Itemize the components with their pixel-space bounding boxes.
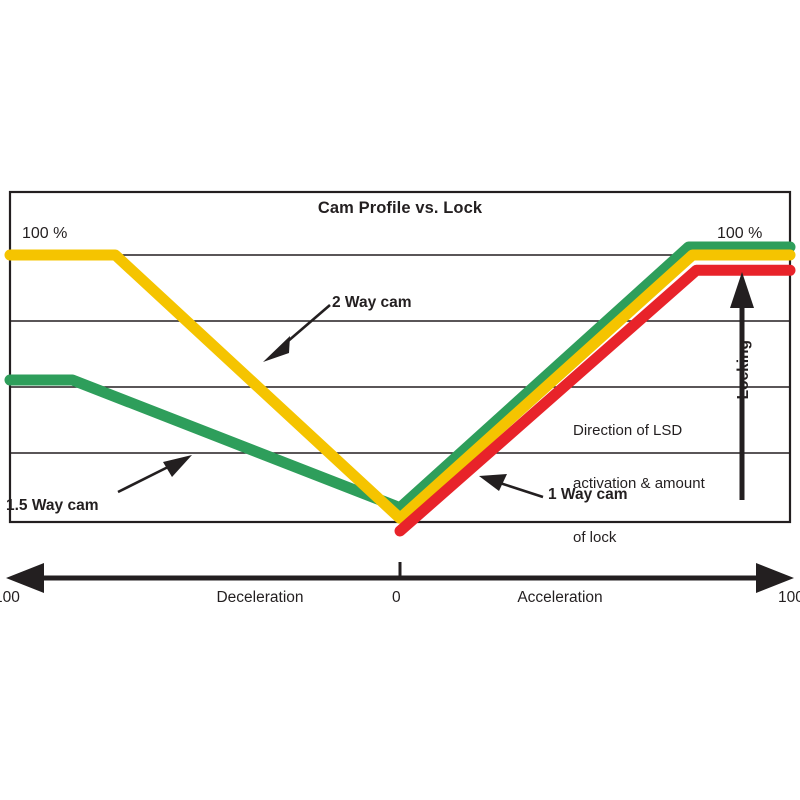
x-axis-label-zero: 0: [392, 589, 401, 606]
annotation-label-1-way-cam: 1 Way cam: [548, 486, 628, 503]
plot-background: [10, 192, 790, 522]
x-axis-label-deceleration: Deceleration: [216, 589, 304, 606]
y-axis-label-right-100-percent: 100 %: [717, 225, 763, 242]
chart-title: Cam Profile vs. Lock: [317, 199, 483, 217]
y-axis-label-locking: Locking: [735, 340, 752, 400]
annotation-direction-of-lsd: Direction of LSD activation & amount of …: [573, 387, 705, 582]
x-axis-arrow: [6, 562, 794, 593]
direction-note-line-2: activation & amount: [573, 475, 705, 493]
annotation-label-2-way-cam: 2 Way cam: [332, 294, 412, 311]
annotation-label-1-5-way-cam: 1.5 Way cam: [6, 497, 99, 514]
gridlines: [10, 254, 790, 454]
direction-note-line-1: Direction of LSD: [573, 422, 683, 440]
series-line-1-way-cam: [394, 264, 796, 537]
series-line-1-5-way-cam: [4, 241, 796, 514]
x-axis-arrowhead-right: [756, 563, 794, 593]
x-axis-label-acceleration: Acceleration: [517, 589, 603, 606]
annotation-arrows: [117, 304, 544, 499]
x-axis-arrowhead-left: [6, 563, 44, 593]
arrow-one-five-way-cam: [117, 455, 192, 494]
series-line-2-way-cam: [4, 249, 796, 524]
direction-note-line-3: of lock: [573, 528, 617, 546]
locking-direction-arrow: [730, 272, 754, 500]
arrow-two-way-cam: [263, 304, 331, 362]
x-axis-label-left-100: 100: [0, 589, 20, 606]
y-axis-label-left-100-percent: 100 %: [22, 225, 68, 242]
x-axis-label-right-100: 100: [778, 589, 800, 606]
arrow-one-way-cam: [479, 474, 544, 499]
